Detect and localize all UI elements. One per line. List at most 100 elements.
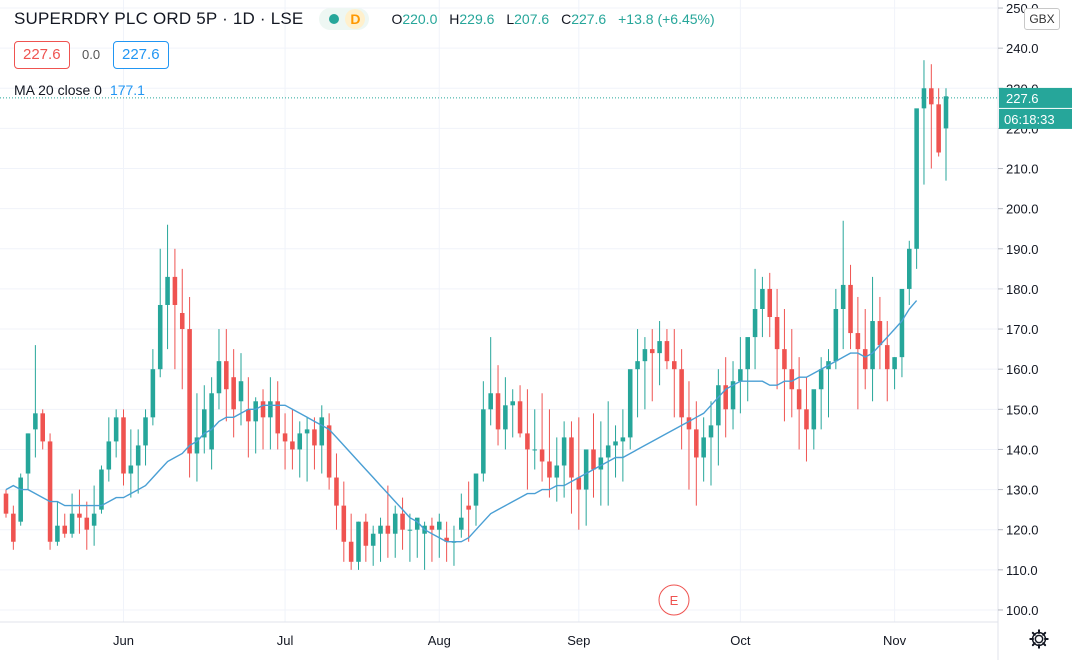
candle [224,329,229,422]
candle [378,517,383,562]
candle [914,108,919,269]
candle-body [943,96,949,129]
y-tick-label: 210.0 [1006,162,1039,177]
candle [943,88,949,181]
candle [774,288,780,390]
candle [260,389,266,450]
candle-body [525,433,530,450]
candle [517,385,523,438]
candle-body [106,441,112,470]
candle-body [884,345,890,370]
candle-body [179,313,185,330]
candle-body [128,465,134,474]
candle [348,513,354,570]
candle [231,349,236,438]
candle [510,389,515,438]
y-tick-label: 170.0 [1006,322,1039,337]
candle-body [414,517,420,530]
candle [782,308,787,422]
candle [789,329,795,418]
candle-body [796,389,802,410]
chart-header: SUPERDRY PLC ORD 5P · 1D · LSE D O220.0 … [14,8,715,30]
candle [282,413,288,470]
candle-body [782,349,787,370]
candle-body [326,425,332,478]
candle-body [99,469,104,510]
candle [246,377,251,458]
candle [605,401,611,506]
candle [385,485,391,558]
market-status-pill[interactable]: D [319,8,370,30]
close-value: 227.6 [571,11,607,27]
candle [760,276,765,338]
candle-body [635,361,640,370]
buy-button[interactable]: 227.6 [113,41,169,69]
candle-body [77,513,82,518]
candle-body [62,525,68,534]
candle-body [165,276,170,305]
candle-body [231,377,236,410]
gear-icon[interactable] [1028,628,1050,650]
ma-legend[interactable]: MA 20 close 0 177.1 [14,82,145,98]
candle-body [319,417,325,446]
candle-body [840,284,846,309]
candle-body [356,521,361,562]
y-tick-label: 140.0 [1006,442,1039,457]
candle-body [576,477,582,490]
candle-body [3,493,9,514]
candle [598,421,604,506]
candle [796,357,802,450]
candle-body [921,88,927,109]
candle-body [811,389,817,430]
symbol-title[interactable]: SUPERDRY PLC ORD 5P · 1D · LSE [14,9,304,28]
x-tick-label: Jun [113,633,134,648]
candle [554,437,560,502]
candle [591,413,596,498]
earnings-marker[interactable]: E [658,584,690,616]
market-open-icon [329,14,340,24]
candle-body [605,445,611,458]
candle-body [55,525,60,542]
candle [840,220,846,350]
candle [870,276,875,402]
candle [99,465,104,514]
candle [157,248,163,378]
candle-body [47,441,53,542]
candle-body [348,541,354,562]
candle [312,417,317,470]
candle-body [649,349,655,354]
candle-body [554,465,560,478]
candle [488,337,493,426]
candle [892,357,897,390]
candle [150,349,156,426]
candle-body [18,477,23,522]
candle [752,268,758,370]
candle-body [246,409,251,422]
candle-body [238,381,244,402]
candle-body [260,401,266,418]
candle [202,385,207,454]
candle [642,337,648,410]
candle-body [224,361,229,390]
candle [884,321,890,402]
candle [69,493,75,538]
candle-body [172,276,178,305]
x-tick-label: Aug [428,633,451,648]
candle-body [33,413,38,430]
candle [3,489,9,518]
candle [11,505,16,550]
currency-badge[interactable]: GBX [1024,8,1060,30]
candle-body [517,401,523,434]
candle-body [378,525,383,534]
sell-button[interactable]: 227.6 [14,41,70,69]
candle [723,357,728,438]
candle-body [583,449,589,490]
candle-body [907,248,912,289]
candle [216,329,222,410]
candle [649,329,655,402]
candle-body [11,513,16,542]
candle [47,433,53,550]
candle [25,433,31,490]
y-tick-label: 100.0 [1006,603,1039,618]
